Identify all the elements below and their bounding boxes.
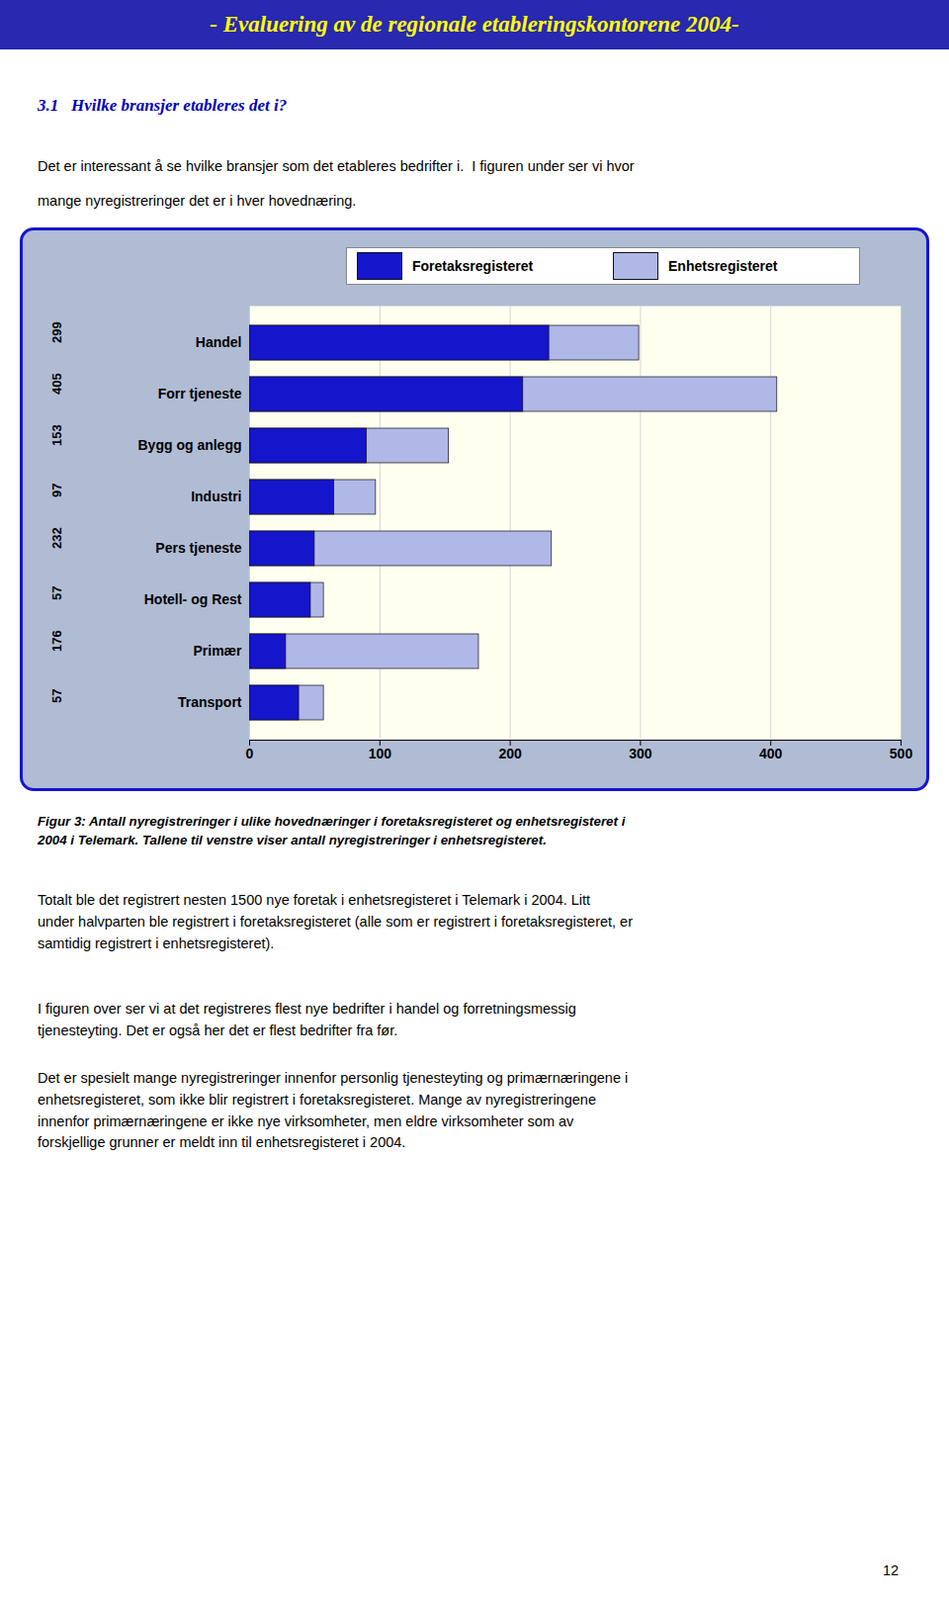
html-text:Det er spesielt mange nyregist: Det er spesielt mange nyregistreringer i… — [37, 1069, 628, 1150]
svg-text:300: 300 — [628, 745, 653, 762]
html-text:Foretaksregisteret: Foretaksregisteret — [412, 258, 534, 274]
svg-text:Bygg og anlegg: Bygg og anlegg — [138, 436, 243, 453]
svg-text:232: 232 — [49, 526, 65, 549]
html-text:mange nyregistreringer det er: mange nyregistreringer det er i hver hov… — [37, 192, 357, 209]
svg-text:Forr tjeneste: Forr tjeneste — [158, 385, 243, 402]
html-text:3.1 Hvilke bransjer etableres: 3.1 Hvilke bransjer etableres det i? — [37, 95, 287, 115]
html-text:12: 12 — [882, 1561, 899, 1578]
svg-text:153: 153 — [49, 424, 65, 446]
svg-text:Transport: Transport — [177, 693, 243, 710]
svg-text:Industri: Industri — [190, 488, 242, 505]
svg-text:Hotell- og Rest: Hotell- og Rest — [144, 591, 243, 607]
svg-text:200: 200 — [498, 745, 522, 762]
svg-text:400: 400 — [759, 745, 783, 762]
svg-text:97: 97 — [49, 483, 65, 498]
svg-text:Handel: Handel — [195, 334, 243, 350]
svg-text:57: 57 — [49, 689, 65, 703]
svg-text:100: 100 — [368, 745, 393, 762]
svg-text:Primær: Primær — [192, 642, 243, 659]
html-text:I figuren over ser vi at det r: I figuren over ser vi at det registreres… — [37, 1000, 577, 1038]
svg-text:176: 176 — [49, 629, 65, 652]
svg-text:Pers tjeneste: Pers tjeneste — [155, 539, 242, 556]
html-text:Enhetsregisteret: Enhetsregisteret — [668, 258, 778, 274]
svg-text:500: 500 — [889, 745, 914, 762]
html-text:Figur 3: Antall nyregistrering: Figur 3: Antall nyregistreringer i ulike… — [37, 813, 626, 847]
html-text:Det er interessant å se hvilke: Det er interessant å se hvilke bransjer … — [37, 158, 635, 174]
svg-text:299: 299 — [49, 321, 65, 344]
html-text:Totalt ble det registrert nest: Totalt ble det registrert nesten 1500 ny… — [37, 891, 633, 951]
svg-text:0: 0 — [246, 745, 255, 762]
svg-text:405: 405 — [49, 372, 65, 395]
svg-text:57: 57 — [49, 586, 65, 601]
html-text:- Evaluering av de regionale e: - Evaluering av de regionale etablerings… — [209, 11, 740, 37]
